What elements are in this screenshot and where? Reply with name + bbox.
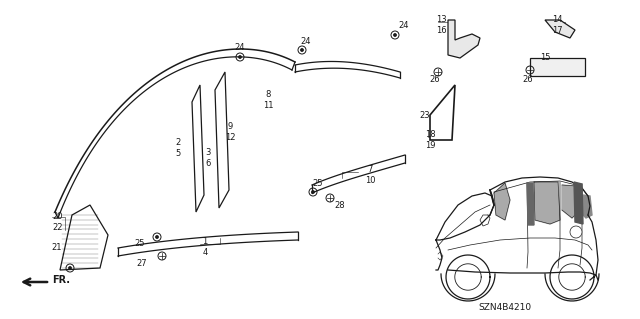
Text: 24: 24 [301, 38, 311, 47]
Text: 23: 23 [420, 110, 430, 120]
FancyBboxPatch shape [530, 58, 585, 76]
Circle shape [156, 236, 158, 238]
Polygon shape [60, 205, 108, 270]
Text: 1
4: 1 4 [202, 237, 207, 257]
Polygon shape [448, 20, 480, 58]
Polygon shape [494, 183, 510, 220]
Text: FR.: FR. [52, 275, 70, 285]
Polygon shape [430, 85, 455, 140]
Text: 21: 21 [52, 242, 62, 251]
Text: 18
19: 18 19 [425, 130, 435, 150]
Text: 25: 25 [135, 239, 145, 248]
Text: 9
12: 9 12 [225, 122, 236, 142]
Polygon shape [527, 183, 534, 225]
Circle shape [312, 191, 314, 193]
Circle shape [394, 34, 396, 36]
Circle shape [570, 226, 582, 238]
Text: 15: 15 [540, 54, 550, 63]
Polygon shape [583, 195, 592, 218]
Text: 8
11: 8 11 [263, 90, 273, 110]
Text: 25: 25 [313, 179, 323, 188]
Text: 26: 26 [523, 76, 533, 85]
Text: 24: 24 [235, 43, 245, 53]
Polygon shape [545, 20, 575, 38]
Circle shape [301, 49, 303, 51]
Text: 28: 28 [335, 201, 346, 210]
Text: 26: 26 [429, 76, 440, 85]
Polygon shape [562, 185, 580, 218]
Text: 20
22: 20 22 [52, 212, 63, 232]
Circle shape [69, 267, 71, 269]
Circle shape [239, 56, 241, 58]
Text: 7
10: 7 10 [365, 165, 375, 185]
Polygon shape [574, 182, 583, 224]
Text: 3
6: 3 6 [205, 148, 211, 168]
Text: 2
5: 2 5 [175, 138, 180, 158]
Text: 24: 24 [399, 20, 409, 29]
Text: 27: 27 [137, 259, 147, 269]
Text: 14
17: 14 17 [552, 15, 563, 35]
Polygon shape [534, 182, 560, 224]
Text: 13
16: 13 16 [436, 15, 446, 35]
Text: SZN4B4210: SZN4B4210 [479, 302, 532, 311]
Polygon shape [436, 193, 494, 240]
